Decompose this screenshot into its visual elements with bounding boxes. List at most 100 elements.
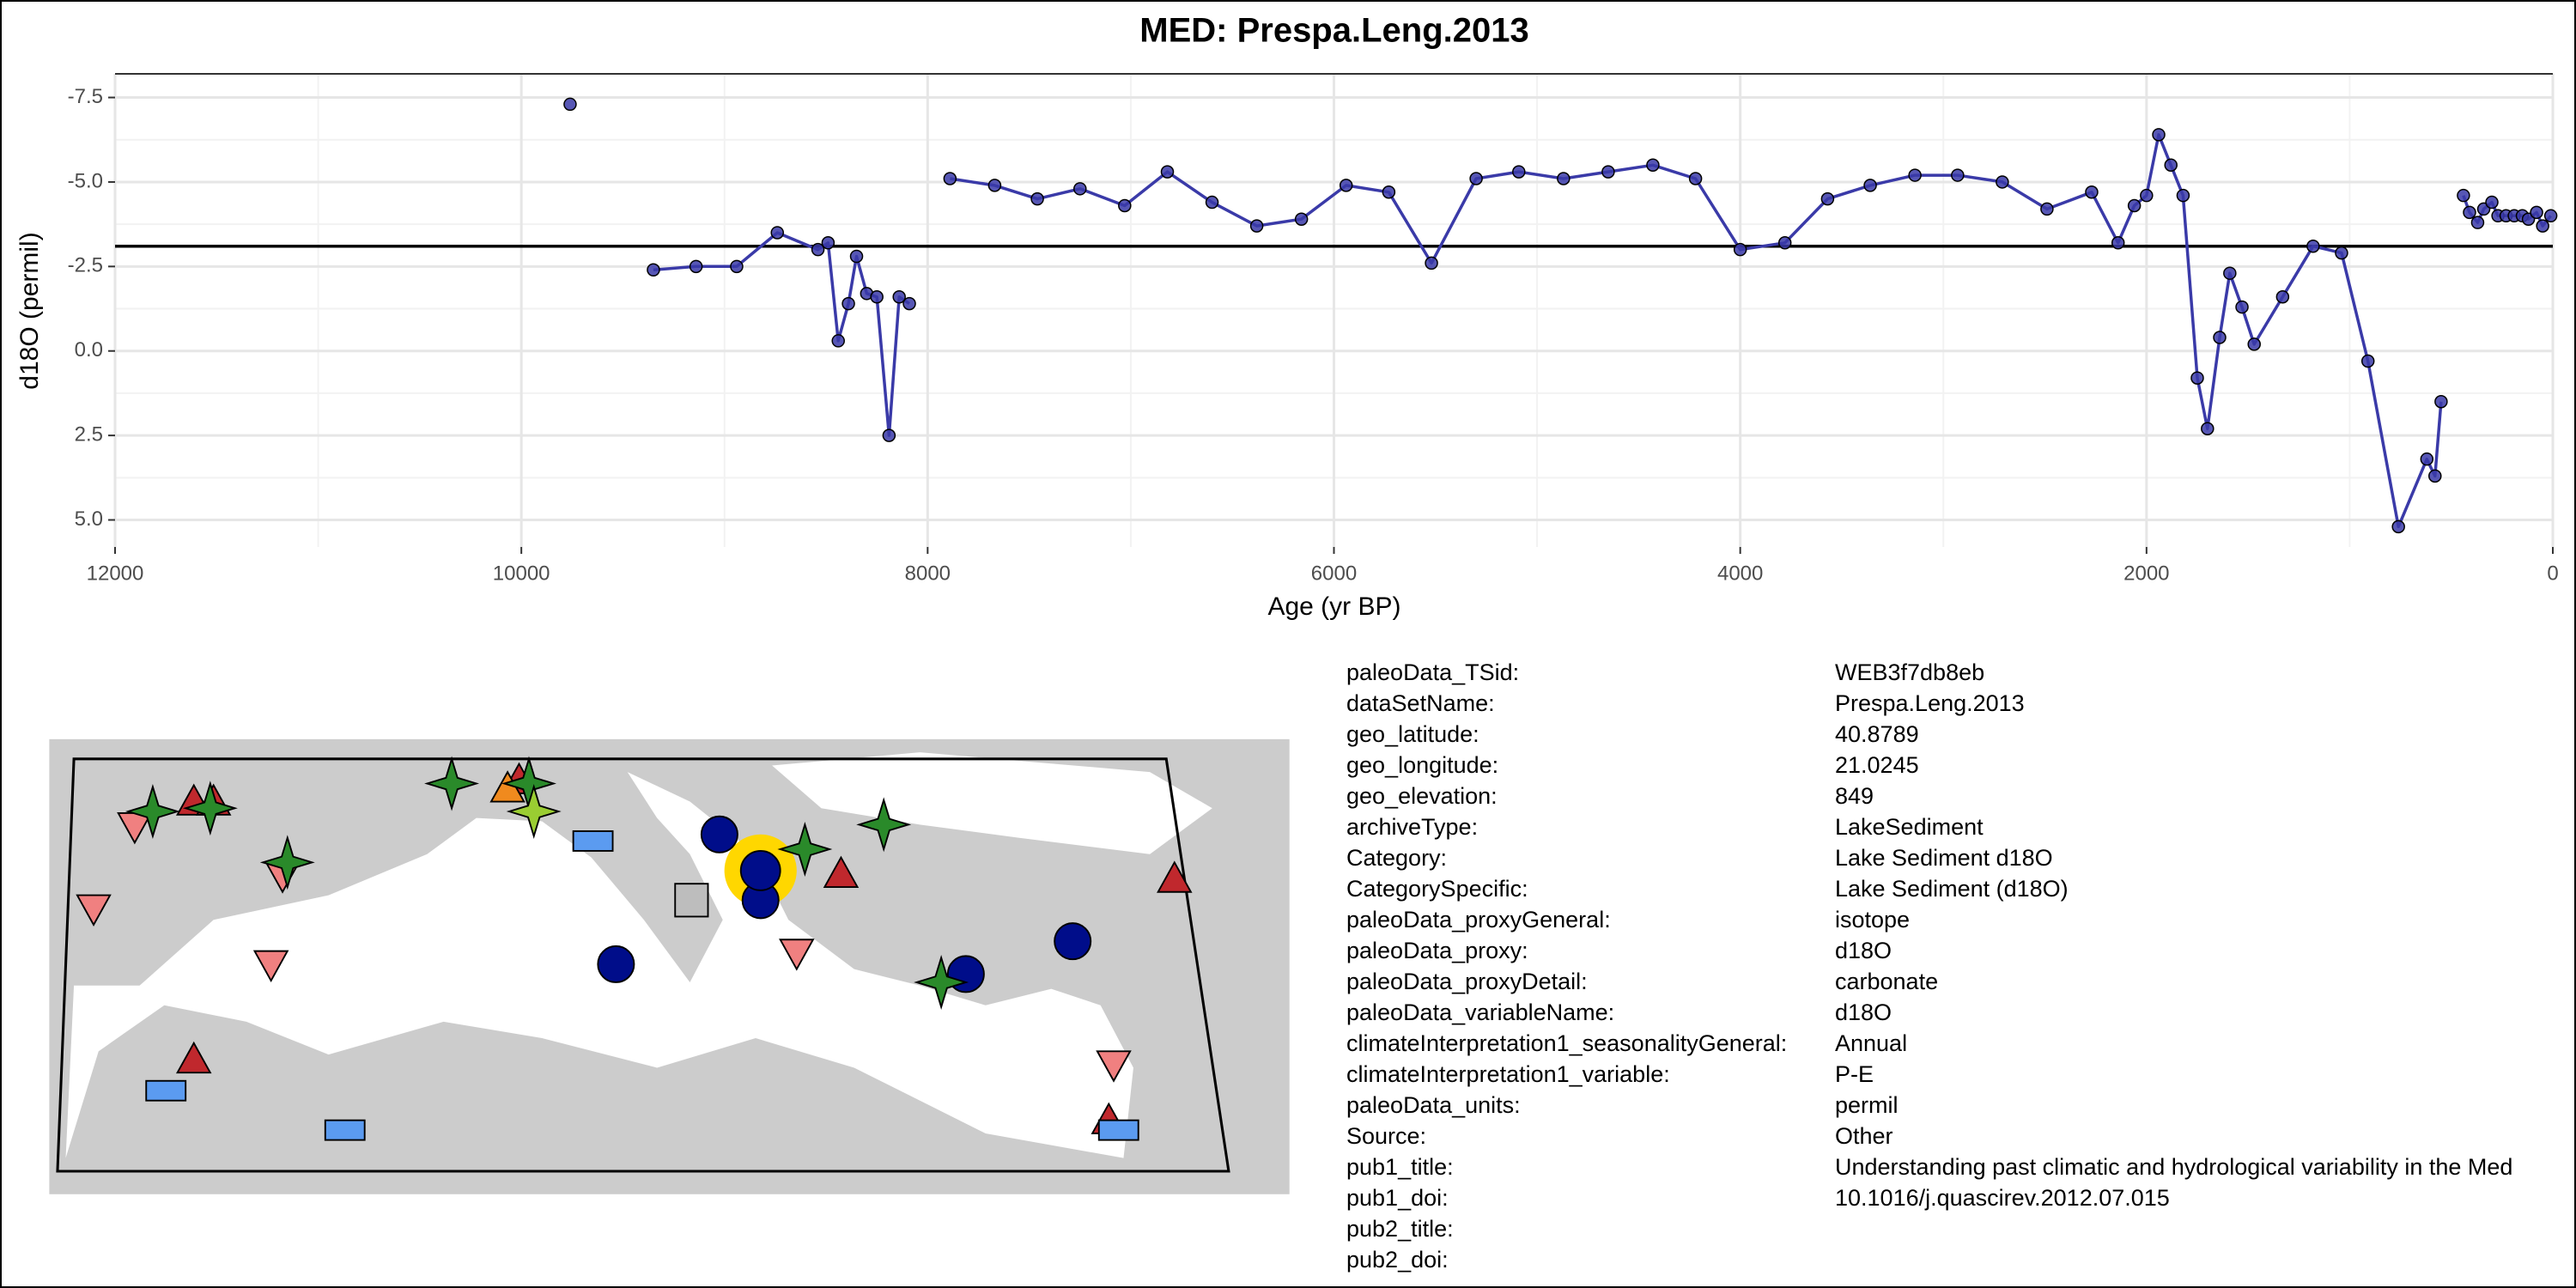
metadata-value: Understanding past climatic and hydrolog… — [1835, 1154, 2512, 1180]
metadata-value: Prespa.Leng.2013 — [1835, 690, 2025, 716]
map-frame — [56, 757, 1230, 1173]
metadata-value: 10.1016/j.quascirev.2012.07.015 — [1835, 1185, 2170, 1211]
data-point — [2434, 395, 2448, 409]
data-point — [1996, 175, 2009, 189]
y-tick-label: -5.0 — [68, 169, 103, 192]
data-point — [987, 179, 1002, 192]
metadata-key: paleoData_proxyGeneral: — [1346, 907, 1611, 933]
data-point — [2463, 205, 2476, 220]
data-point — [1601, 165, 1615, 179]
metadata-value: 849 — [1835, 783, 1874, 809]
metadata-key: pub2_doi: — [1346, 1247, 1449, 1273]
y-tick-label: -7.5 — [68, 85, 103, 108]
data-point — [2223, 266, 2237, 280]
data-point — [2391, 519, 2405, 534]
data-point — [2530, 205, 2543, 220]
metadata-key: pub2_title: — [1346, 1216, 1454, 1242]
metadata-value: Other — [1835, 1123, 1893, 1149]
data-point — [2152, 128, 2166, 142]
data-point — [821, 236, 835, 250]
data-point — [892, 290, 906, 304]
metadata-value: d18O — [1835, 938, 1892, 963]
data-point — [2470, 216, 2485, 229]
y-tick-label: 0.0 — [75, 338, 103, 361]
data-point — [2536, 219, 2549, 233]
data-point — [2190, 371, 2204, 385]
data-point — [882, 428, 896, 442]
metadata-key: geo_longitude: — [1346, 752, 1498, 778]
metadata-key: paleoData_proxy: — [1346, 938, 1528, 963]
metadata-key: Source: — [1346, 1123, 1426, 1149]
x-tick-label: 0 — [2547, 562, 2558, 585]
x-axis-label: Age (yr BP) — [1267, 592, 1400, 621]
data-point — [811, 242, 825, 257]
data-point — [1073, 182, 1087, 196]
metadata-key: paleoData_TSid: — [1346, 659, 1519, 685]
data-point — [2111, 236, 2125, 250]
metadata-value: Lake Sediment d18O — [1835, 845, 2053, 871]
data-point — [1030, 191, 1044, 206]
data-point — [2247, 337, 2261, 351]
data-point — [1294, 212, 1309, 226]
metadata-value: 40.8789 — [1835, 721, 1919, 747]
site-marker — [1054, 922, 1092, 961]
metadata-value: Annual — [1835, 1030, 1907, 1056]
metadata-value: d18O — [1835, 999, 1892, 1025]
data-point — [1249, 219, 1264, 233]
data-point — [1951, 168, 1965, 182]
data-point — [849, 249, 864, 264]
metadata-value: P-E — [1835, 1061, 1874, 1087]
metadata-value: isotope — [1835, 907, 1910, 933]
data-point — [2140, 188, 2154, 203]
site-marker — [1097, 1119, 1139, 1141]
data-point — [841, 296, 855, 311]
y-tick-label: -2.5 — [68, 254, 103, 277]
data-point — [831, 334, 845, 348]
data-point — [2201, 422, 2215, 435]
x-tick-label: 6000 — [1311, 562, 1357, 585]
data-point — [1205, 195, 1219, 210]
data-point — [1382, 185, 1396, 199]
data-point — [1733, 242, 1747, 257]
data-point — [689, 259, 703, 274]
data-point — [1512, 165, 1526, 179]
y-tick-label: 2.5 — [75, 422, 103, 446]
metadata-key: geo_elevation: — [1346, 783, 1498, 809]
x-tick-label: 2000 — [2123, 562, 2169, 585]
metadata-key: climateInterpretation1_seasonalityGenera… — [1346, 1030, 1787, 1056]
metadata-value: Lake Sediment (d18O) — [1835, 876, 2069, 902]
data-point — [1908, 168, 1922, 182]
x-tick-label: 12000 — [87, 562, 144, 585]
y-tick-label: 5.0 — [75, 507, 103, 531]
metadata-key: CategorySpecific: — [1346, 876, 1528, 902]
data-point — [2335, 246, 2348, 260]
site-marker — [674, 883, 709, 918]
data-point — [1646, 158, 1660, 173]
site-marker — [572, 830, 614, 852]
x-tick-label: 8000 — [905, 562, 951, 585]
metadata-key: dataSetName: — [1346, 690, 1495, 716]
data-point — [2457, 188, 2470, 203]
metadata-key: geo_latitude: — [1346, 721, 1479, 747]
metadata-key: Category: — [1346, 845, 1447, 871]
data-point — [1820, 191, 1835, 206]
data-point — [1425, 256, 1438, 270]
data-point — [2543, 209, 2558, 223]
data-point — [2428, 469, 2442, 483]
data-point — [1863, 179, 1877, 192]
metadata-key: archiveType: — [1346, 814, 1478, 840]
data-point — [2213, 331, 2227, 344]
map-markers — [76, 757, 1192, 1141]
data-point — [1469, 172, 1483, 185]
x-tick-label: 10000 — [493, 562, 550, 585]
site-marker — [597, 945, 635, 983]
map-black-sea — [772, 752, 1212, 854]
data-point — [2420, 452, 2434, 466]
data-point — [2235, 300, 2249, 314]
data-point — [2085, 185, 2099, 199]
x-tick-label: 4000 — [1717, 562, 1763, 585]
metadata-key: pub1_doi: — [1346, 1185, 1449, 1211]
data-point — [2127, 198, 2142, 213]
